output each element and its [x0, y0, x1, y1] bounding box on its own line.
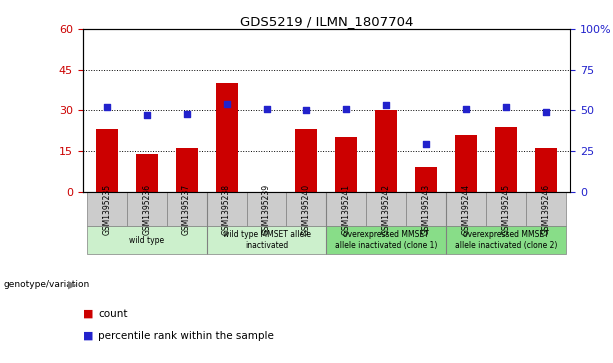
Point: [102, 104, 112, 110]
Text: ▶: ▶: [68, 280, 77, 290]
Text: GSM1395243: GSM1395243: [422, 184, 431, 234]
Bar: [446, 192, 486, 226]
Bar: [526, 192, 566, 226]
Bar: [415, 167, 437, 192]
Point: [462, 106, 471, 111]
Bar: [87, 226, 207, 254]
Point: [341, 106, 351, 111]
Bar: [335, 138, 357, 192]
Text: GSM1395236: GSM1395236: [142, 184, 151, 234]
Bar: [87, 192, 127, 226]
Bar: [446, 226, 566, 254]
Bar: [167, 192, 207, 226]
Bar: [295, 129, 318, 192]
Text: GSM1395242: GSM1395242: [382, 184, 391, 234]
Bar: [535, 148, 557, 192]
Bar: [286, 192, 326, 226]
Text: GSM1395235: GSM1395235: [102, 184, 111, 234]
Text: GSM1395239: GSM1395239: [262, 184, 271, 234]
Bar: [246, 192, 286, 226]
Bar: [96, 129, 118, 192]
Point: [501, 104, 511, 110]
Bar: [216, 83, 238, 192]
Text: genotype/variation: genotype/variation: [3, 281, 89, 289]
Bar: [406, 192, 446, 226]
Bar: [207, 226, 327, 254]
Text: GSM1395238: GSM1395238: [222, 184, 231, 234]
Text: overexpressed MMSET
allele inactivated (clone 1): overexpressed MMSET allele inactivated (…: [335, 230, 438, 250]
Text: count: count: [98, 309, 128, 319]
Bar: [367, 192, 406, 226]
Text: overexpressed MMSET
allele inactivated (clone 2): overexpressed MMSET allele inactivated (…: [455, 230, 557, 250]
Point: [262, 106, 272, 111]
Bar: [455, 135, 477, 192]
Bar: [486, 192, 526, 226]
Bar: [495, 127, 517, 192]
Point: [381, 102, 391, 108]
Bar: [327, 192, 367, 226]
Point: [142, 112, 151, 118]
Text: GSM1395237: GSM1395237: [182, 184, 191, 234]
Bar: [135, 154, 158, 192]
Bar: [127, 192, 167, 226]
Bar: [327, 226, 446, 254]
Point: [302, 107, 311, 113]
Point: [541, 109, 551, 115]
Text: ■: ■: [83, 331, 93, 341]
Point: [181, 111, 191, 117]
Text: wild type MMSET allele
inactivated: wild type MMSET allele inactivated: [223, 230, 311, 250]
Point: [421, 142, 431, 147]
Text: GSM1395245: GSM1395245: [501, 184, 511, 234]
Bar: [176, 148, 197, 192]
Point: [222, 101, 232, 107]
Text: wild type: wild type: [129, 236, 164, 245]
Text: GSM1395246: GSM1395246: [542, 184, 550, 234]
Text: percentile rank within the sample: percentile rank within the sample: [98, 331, 274, 341]
Bar: [207, 192, 246, 226]
Text: GSM1395241: GSM1395241: [342, 184, 351, 234]
Text: ■: ■: [83, 309, 93, 319]
Text: GSM1395240: GSM1395240: [302, 184, 311, 234]
Text: GSM1395244: GSM1395244: [462, 184, 471, 234]
Bar: [375, 110, 397, 192]
Title: GDS5219 / ILMN_1807704: GDS5219 / ILMN_1807704: [240, 15, 413, 28]
